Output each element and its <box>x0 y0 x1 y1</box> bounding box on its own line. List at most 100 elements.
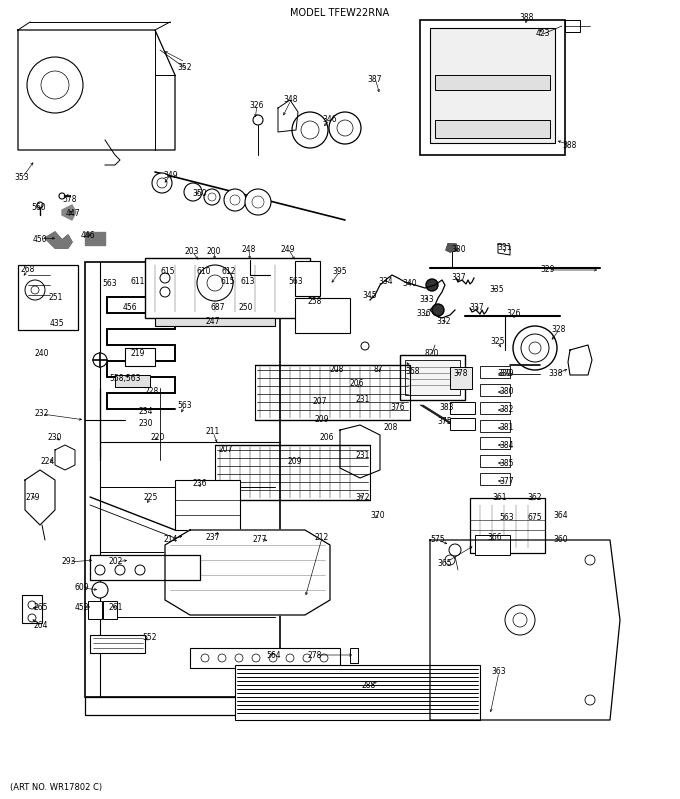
Circle shape <box>230 195 240 205</box>
Text: 563: 563 <box>103 280 118 288</box>
Text: 261: 261 <box>109 602 123 611</box>
Text: 232: 232 <box>35 410 49 419</box>
Text: 575: 575 <box>430 535 445 544</box>
Text: 349: 349 <box>164 170 178 180</box>
Polygon shape <box>165 530 330 615</box>
Text: 328: 328 <box>551 325 566 335</box>
Bar <box>155 318 275 326</box>
Circle shape <box>92 582 108 598</box>
Text: 278: 278 <box>308 650 322 659</box>
Text: 364: 364 <box>554 511 568 520</box>
Text: 87: 87 <box>373 364 383 373</box>
Text: 675: 675 <box>528 514 543 523</box>
Circle shape <box>224 189 246 211</box>
Text: 435: 435 <box>50 319 65 328</box>
Text: 230: 230 <box>139 419 153 427</box>
Text: 379: 379 <box>500 369 514 379</box>
Bar <box>18 265 78 330</box>
Bar <box>430 28 555 143</box>
Text: MODEL TFEW22RNA: MODEL TFEW22RNA <box>290 8 390 18</box>
Circle shape <box>204 189 220 205</box>
Text: 615: 615 <box>221 276 235 285</box>
Circle shape <box>41 71 69 99</box>
Text: 365: 365 <box>438 559 452 567</box>
Text: 382: 382 <box>500 406 514 415</box>
Text: 333: 333 <box>420 295 435 304</box>
Text: 378: 378 <box>454 369 469 379</box>
Circle shape <box>28 614 36 622</box>
Text: 337: 337 <box>452 273 466 283</box>
Bar <box>175 480 240 530</box>
Text: 268: 268 <box>21 265 35 275</box>
Circle shape <box>432 304 444 316</box>
Circle shape <box>115 565 125 575</box>
Circle shape <box>207 275 223 291</box>
Text: 219: 219 <box>131 348 146 357</box>
Text: 220: 220 <box>151 432 165 442</box>
Circle shape <box>59 193 65 199</box>
Bar <box>22 595 42 623</box>
Bar <box>480 366 510 378</box>
Text: 361: 361 <box>493 494 507 503</box>
Text: 346: 346 <box>323 116 337 125</box>
Circle shape <box>505 605 535 635</box>
Circle shape <box>513 613 527 627</box>
Text: 615: 615 <box>160 268 175 276</box>
Circle shape <box>449 544 461 556</box>
Text: 375: 375 <box>438 418 452 427</box>
Bar <box>90 555 200 580</box>
Text: 820: 820 <box>425 349 439 359</box>
Text: 447: 447 <box>66 209 80 217</box>
Text: 234: 234 <box>139 407 153 415</box>
Circle shape <box>269 654 277 662</box>
Circle shape <box>426 279 438 291</box>
Circle shape <box>160 273 170 283</box>
Bar <box>470 498 545 553</box>
Text: 208: 208 <box>384 423 398 432</box>
Text: 231: 231 <box>356 395 370 403</box>
Bar <box>350 648 358 663</box>
Polygon shape <box>430 540 620 720</box>
Text: 560: 560 <box>32 202 46 212</box>
Bar <box>480 437 510 449</box>
Bar <box>90 635 145 653</box>
Text: 200: 200 <box>207 247 221 256</box>
Text: 446: 446 <box>81 230 95 240</box>
Circle shape <box>253 115 263 125</box>
Text: 350: 350 <box>192 189 207 197</box>
Circle shape <box>329 112 361 144</box>
Circle shape <box>301 121 319 139</box>
Text: 610: 610 <box>197 267 211 276</box>
Text: 377: 377 <box>500 476 514 486</box>
Text: 340: 340 <box>403 279 418 288</box>
Circle shape <box>252 654 260 662</box>
Text: 381: 381 <box>500 423 514 432</box>
Text: 240: 240 <box>35 349 49 359</box>
Circle shape <box>245 189 271 215</box>
Polygon shape <box>62 205 76 220</box>
Bar <box>565 20 580 32</box>
Text: 331: 331 <box>498 244 512 252</box>
Bar <box>480 384 510 396</box>
Text: 251: 251 <box>49 292 63 301</box>
Text: 236: 236 <box>192 479 207 487</box>
Text: 552: 552 <box>143 634 157 642</box>
Text: 224: 224 <box>41 456 55 466</box>
Bar <box>103 601 117 619</box>
Text: 202: 202 <box>109 558 123 566</box>
Text: 277: 277 <box>253 535 267 544</box>
Text: 348: 348 <box>284 96 299 105</box>
Text: 383: 383 <box>440 403 454 412</box>
Text: 362: 362 <box>528 494 542 503</box>
Text: 206: 206 <box>350 380 364 388</box>
Text: 214: 214 <box>164 535 178 544</box>
Text: 203: 203 <box>185 247 199 256</box>
Bar <box>115 375 150 387</box>
Text: 330: 330 <box>452 244 466 253</box>
Circle shape <box>286 654 294 662</box>
Text: 326: 326 <box>507 309 522 319</box>
Text: 339: 339 <box>498 369 512 379</box>
Text: 388: 388 <box>520 14 534 22</box>
Text: 563: 563 <box>289 276 303 285</box>
Text: 231: 231 <box>356 451 370 459</box>
